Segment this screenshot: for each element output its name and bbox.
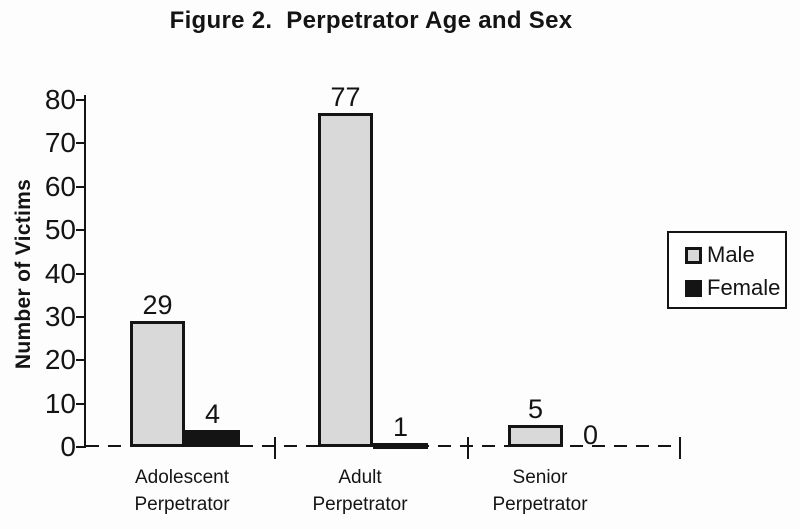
bar-male-1 [318,113,373,447]
data-label-female-2: 0 [582,420,599,450]
bar-male-0 [130,321,185,447]
y-tick-mark [76,272,86,275]
y-tick-label: 80 [44,84,76,115]
data-label-male-2: 5 [527,394,544,425]
legend-item-female: Female [685,275,785,301]
y-tick-label: 50 [44,214,76,246]
y-tick-label: 40 [44,257,76,289]
bar-female-1 [373,442,428,449]
category-label-senior: Senior Perpetrator [492,467,588,515]
y-tick-mark [76,446,86,448]
y-tick-label: 10 [44,387,76,419]
y-tick-mark [76,185,86,188]
legend-swatch-male-icon [685,246,702,264]
data-label-female-0: 4 [204,398,221,429]
y-tick-mark [76,142,86,145]
y-tick-mark [76,402,86,405]
y-tick-label: 30 [44,300,76,332]
category-boundary-tick [467,437,469,459]
category-label-adult: Adult Perpetrator [312,467,408,515]
legend-item-male: Male [685,242,785,268]
y-tick-mark [76,359,86,362]
chart-title: Figure 2. Perpetrator Age and Sex [169,7,573,34]
bar-female-0 [185,429,240,447]
y-tick-label: 20 [44,344,76,376]
legend-swatch-female-icon [685,279,702,297]
category-boundary-tick [274,437,276,459]
y-tick-mark [76,315,86,318]
y-tick-label: 70 [44,127,76,159]
category-boundary-tick [679,437,681,459]
legend: Male Female [667,231,787,309]
y-tick-mark [76,99,86,101]
y-tick-label: 60 [44,170,76,202]
y-axis-line [84,95,86,447]
category-label-adolescent: Adolescent Perpetrator [134,467,230,515]
y-tick-label: 0 [60,431,76,462]
data-label-female-1: 1 [392,411,409,442]
data-label-male-0: 29 [142,290,173,321]
legend-label-male: Male [707,242,755,267]
data-label-male-1: 77 [330,82,361,112]
y-tick-mark [76,229,86,232]
legend-label-female: Female [707,275,781,300]
bar-male-2 [508,425,563,447]
